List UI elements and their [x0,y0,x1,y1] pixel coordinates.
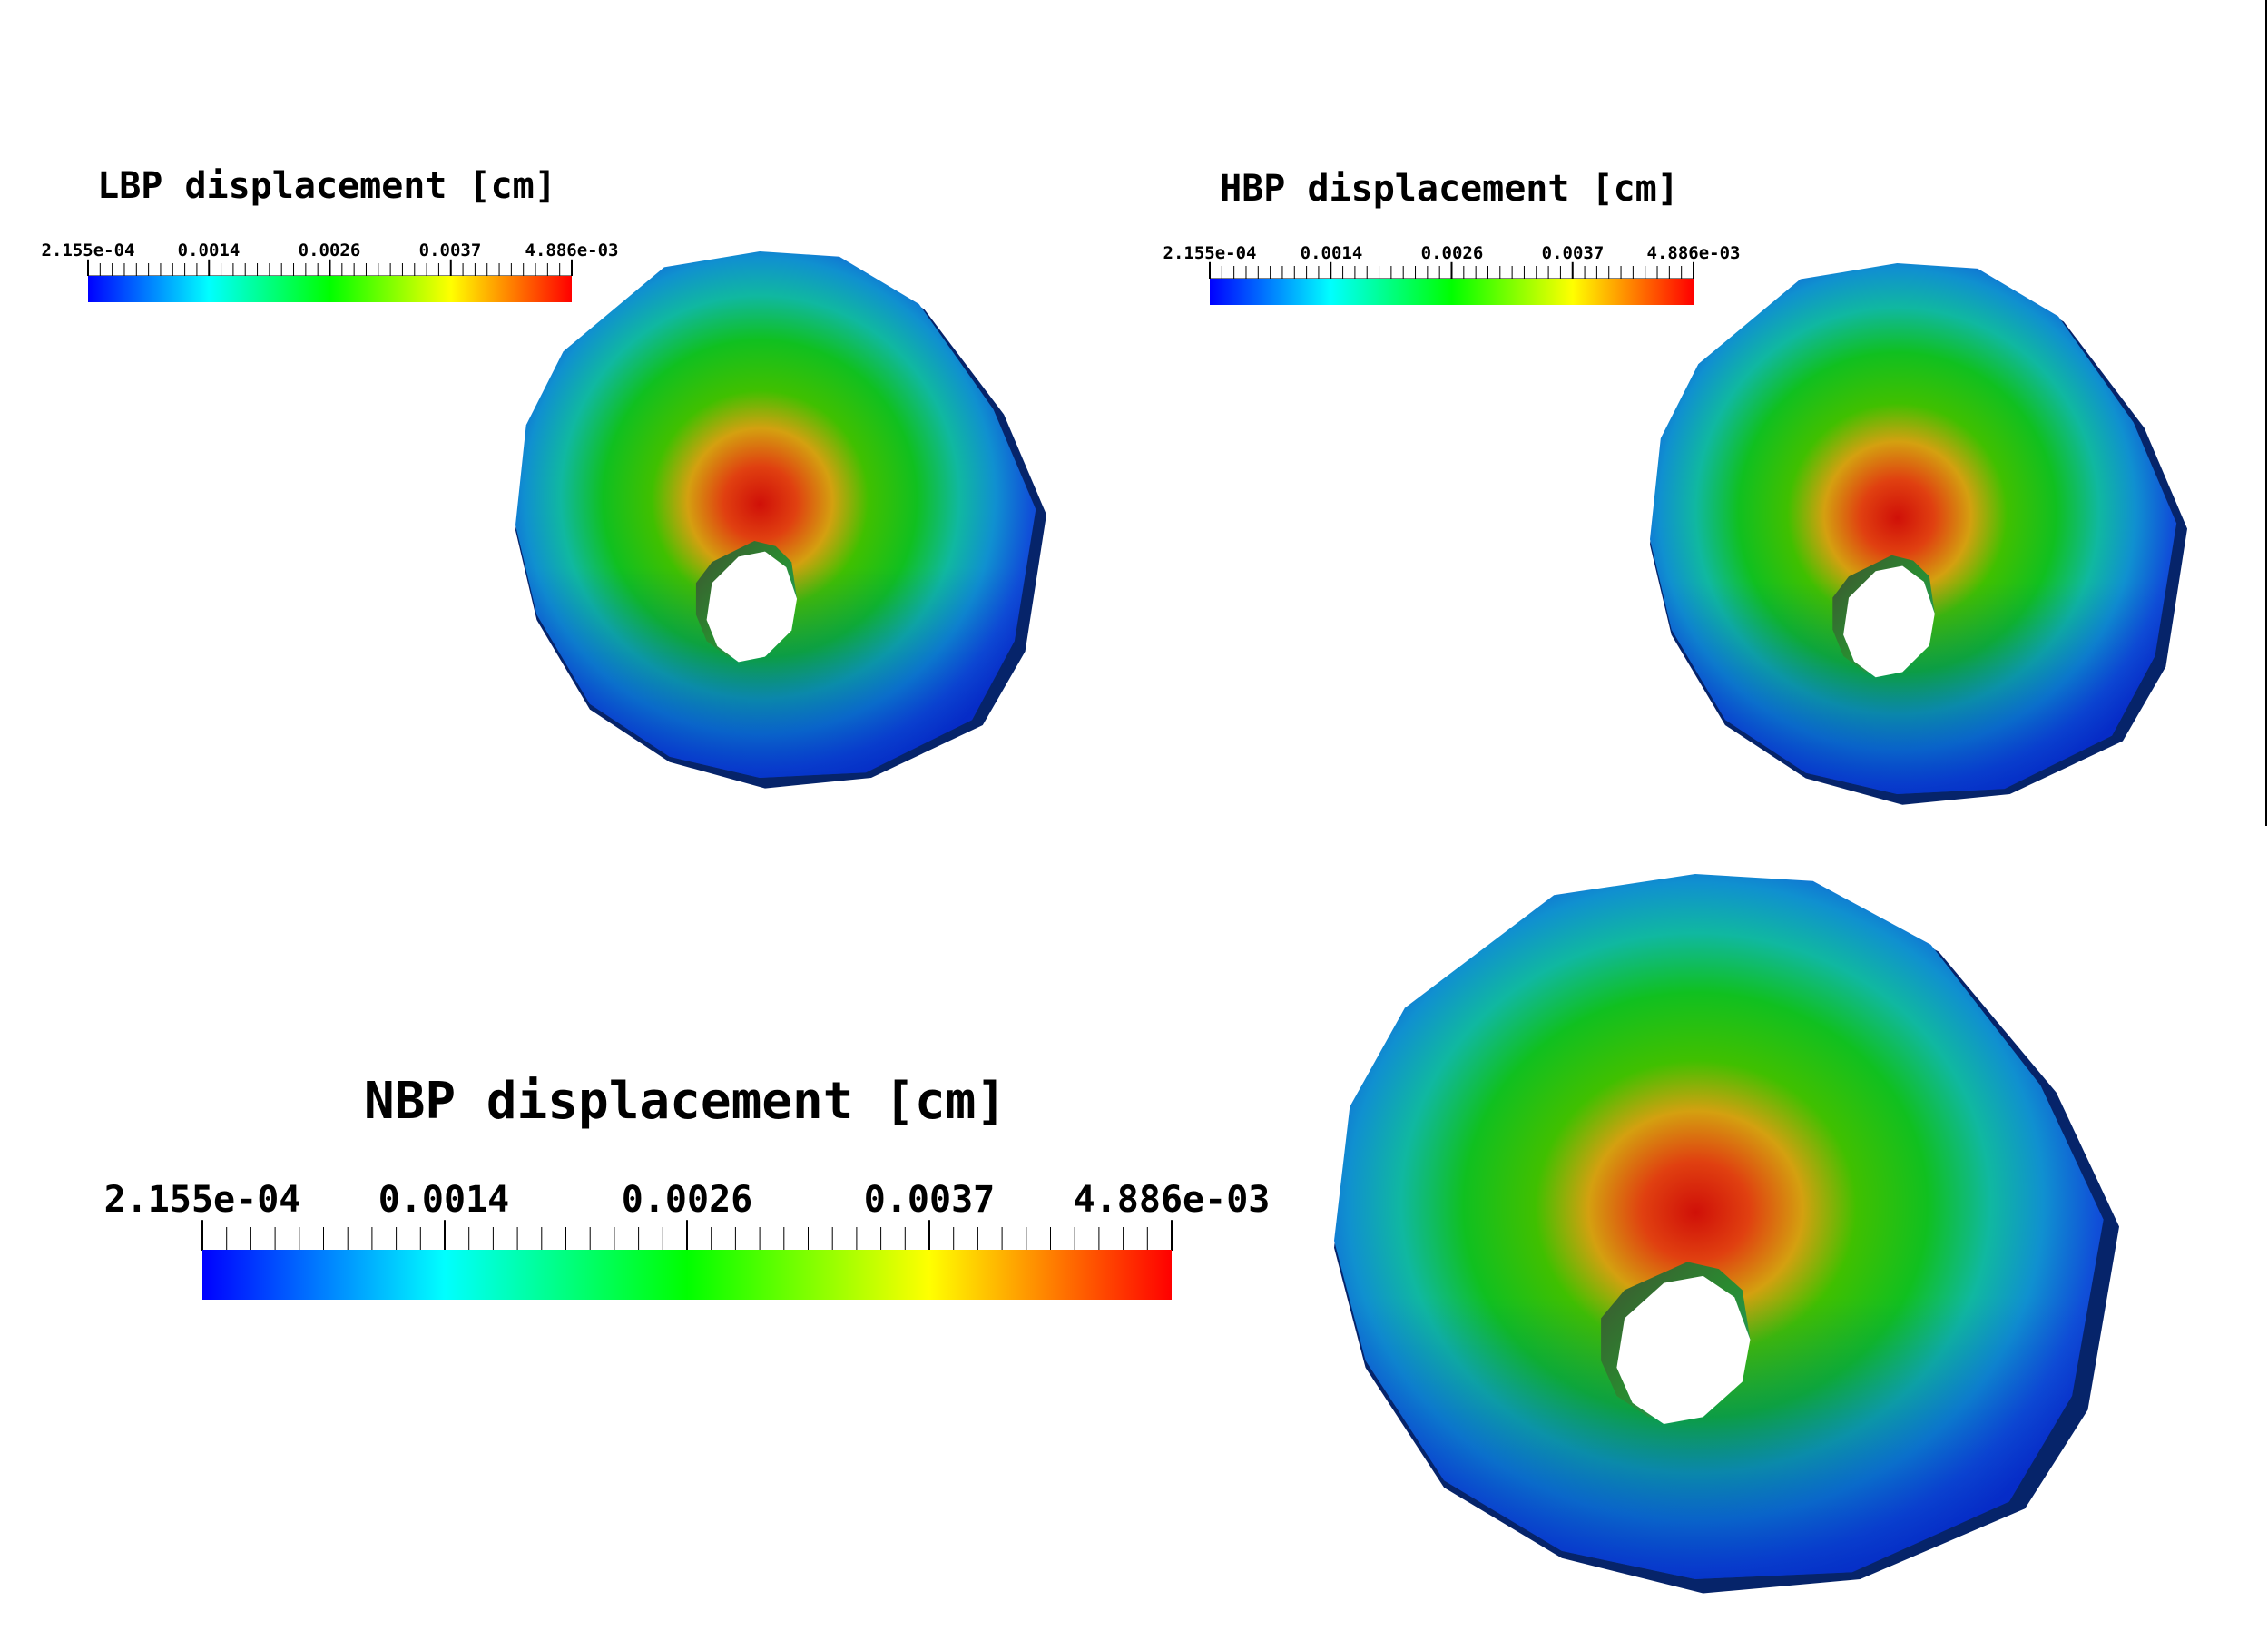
nbp-colorbar-ticks [201,1220,1173,1252]
nbp-tick-label-3: 0.0037 [864,1179,996,1221]
hbp-panel: HBP displacement [cm] 2.155e-04 0.0014 0… [1163,168,2187,805]
lbp-colorbar [88,276,572,302]
nbp-disk-plot [1334,874,2119,1594]
nbp-title: NBP displacement [cm] [364,1072,1006,1131]
lbp-colorbar-labels: 2.155e-04 0.0014 0.0026 0.0037 4.886e-03 [42,241,619,260]
hbp-title: HBP displacement [cm] [1220,168,1679,210]
lbp-tick-label-0: 2.155e-04 [42,241,135,260]
hbp-tick-label-3: 0.0037 [1542,243,1605,263]
nbp-panel: NBP displacement [cm] 2.155e-04 0.0014 0… [104,874,2119,1594]
hbp-tick-label-4: 4.886e-03 [1647,243,1741,263]
hbp-disk-plot [1650,263,2187,805]
lbp-tick-label-3: 0.0037 [419,241,482,260]
hbp-tick-label-2: 0.0026 [1421,243,1484,263]
lbp-title: LBP displacement [cm] [97,165,556,207]
lbp-tick-label-1: 0.0014 [178,241,241,260]
hbp-colorbar-labels: 2.155e-04 0.0014 0.0026 0.0037 4.886e-03 [1163,243,1741,263]
lbp-panel: LBP displacement [cm] 2.155e-04 0.0014 0… [42,165,1046,789]
nbp-tick-label-4: 4.886e-03 [1074,1179,1271,1221]
lbp-colorbar-ticks [87,259,573,277]
lbp-tick-label-4: 4.886e-03 [525,241,619,260]
nbp-colorbar-labels: 2.155e-04 0.0014 0.0026 0.0037 4.886e-03 [104,1179,1271,1221]
nbp-tick-label-2: 0.0026 [622,1179,753,1221]
hbp-colorbar-ticks [1209,261,1694,280]
hbp-tick-label-0: 2.155e-04 [1163,243,1257,263]
nbp-tick-label-1: 0.0014 [378,1179,510,1221]
nbp-tick-label-0: 2.155e-04 [104,1179,301,1221]
lbp-tick-label-2: 0.0026 [299,241,361,260]
nbp-colorbar [202,1250,1172,1300]
lbp-disk-plot [515,251,1046,789]
hbp-colorbar [1210,279,1694,305]
hbp-tick-label-1: 0.0014 [1301,243,1363,263]
